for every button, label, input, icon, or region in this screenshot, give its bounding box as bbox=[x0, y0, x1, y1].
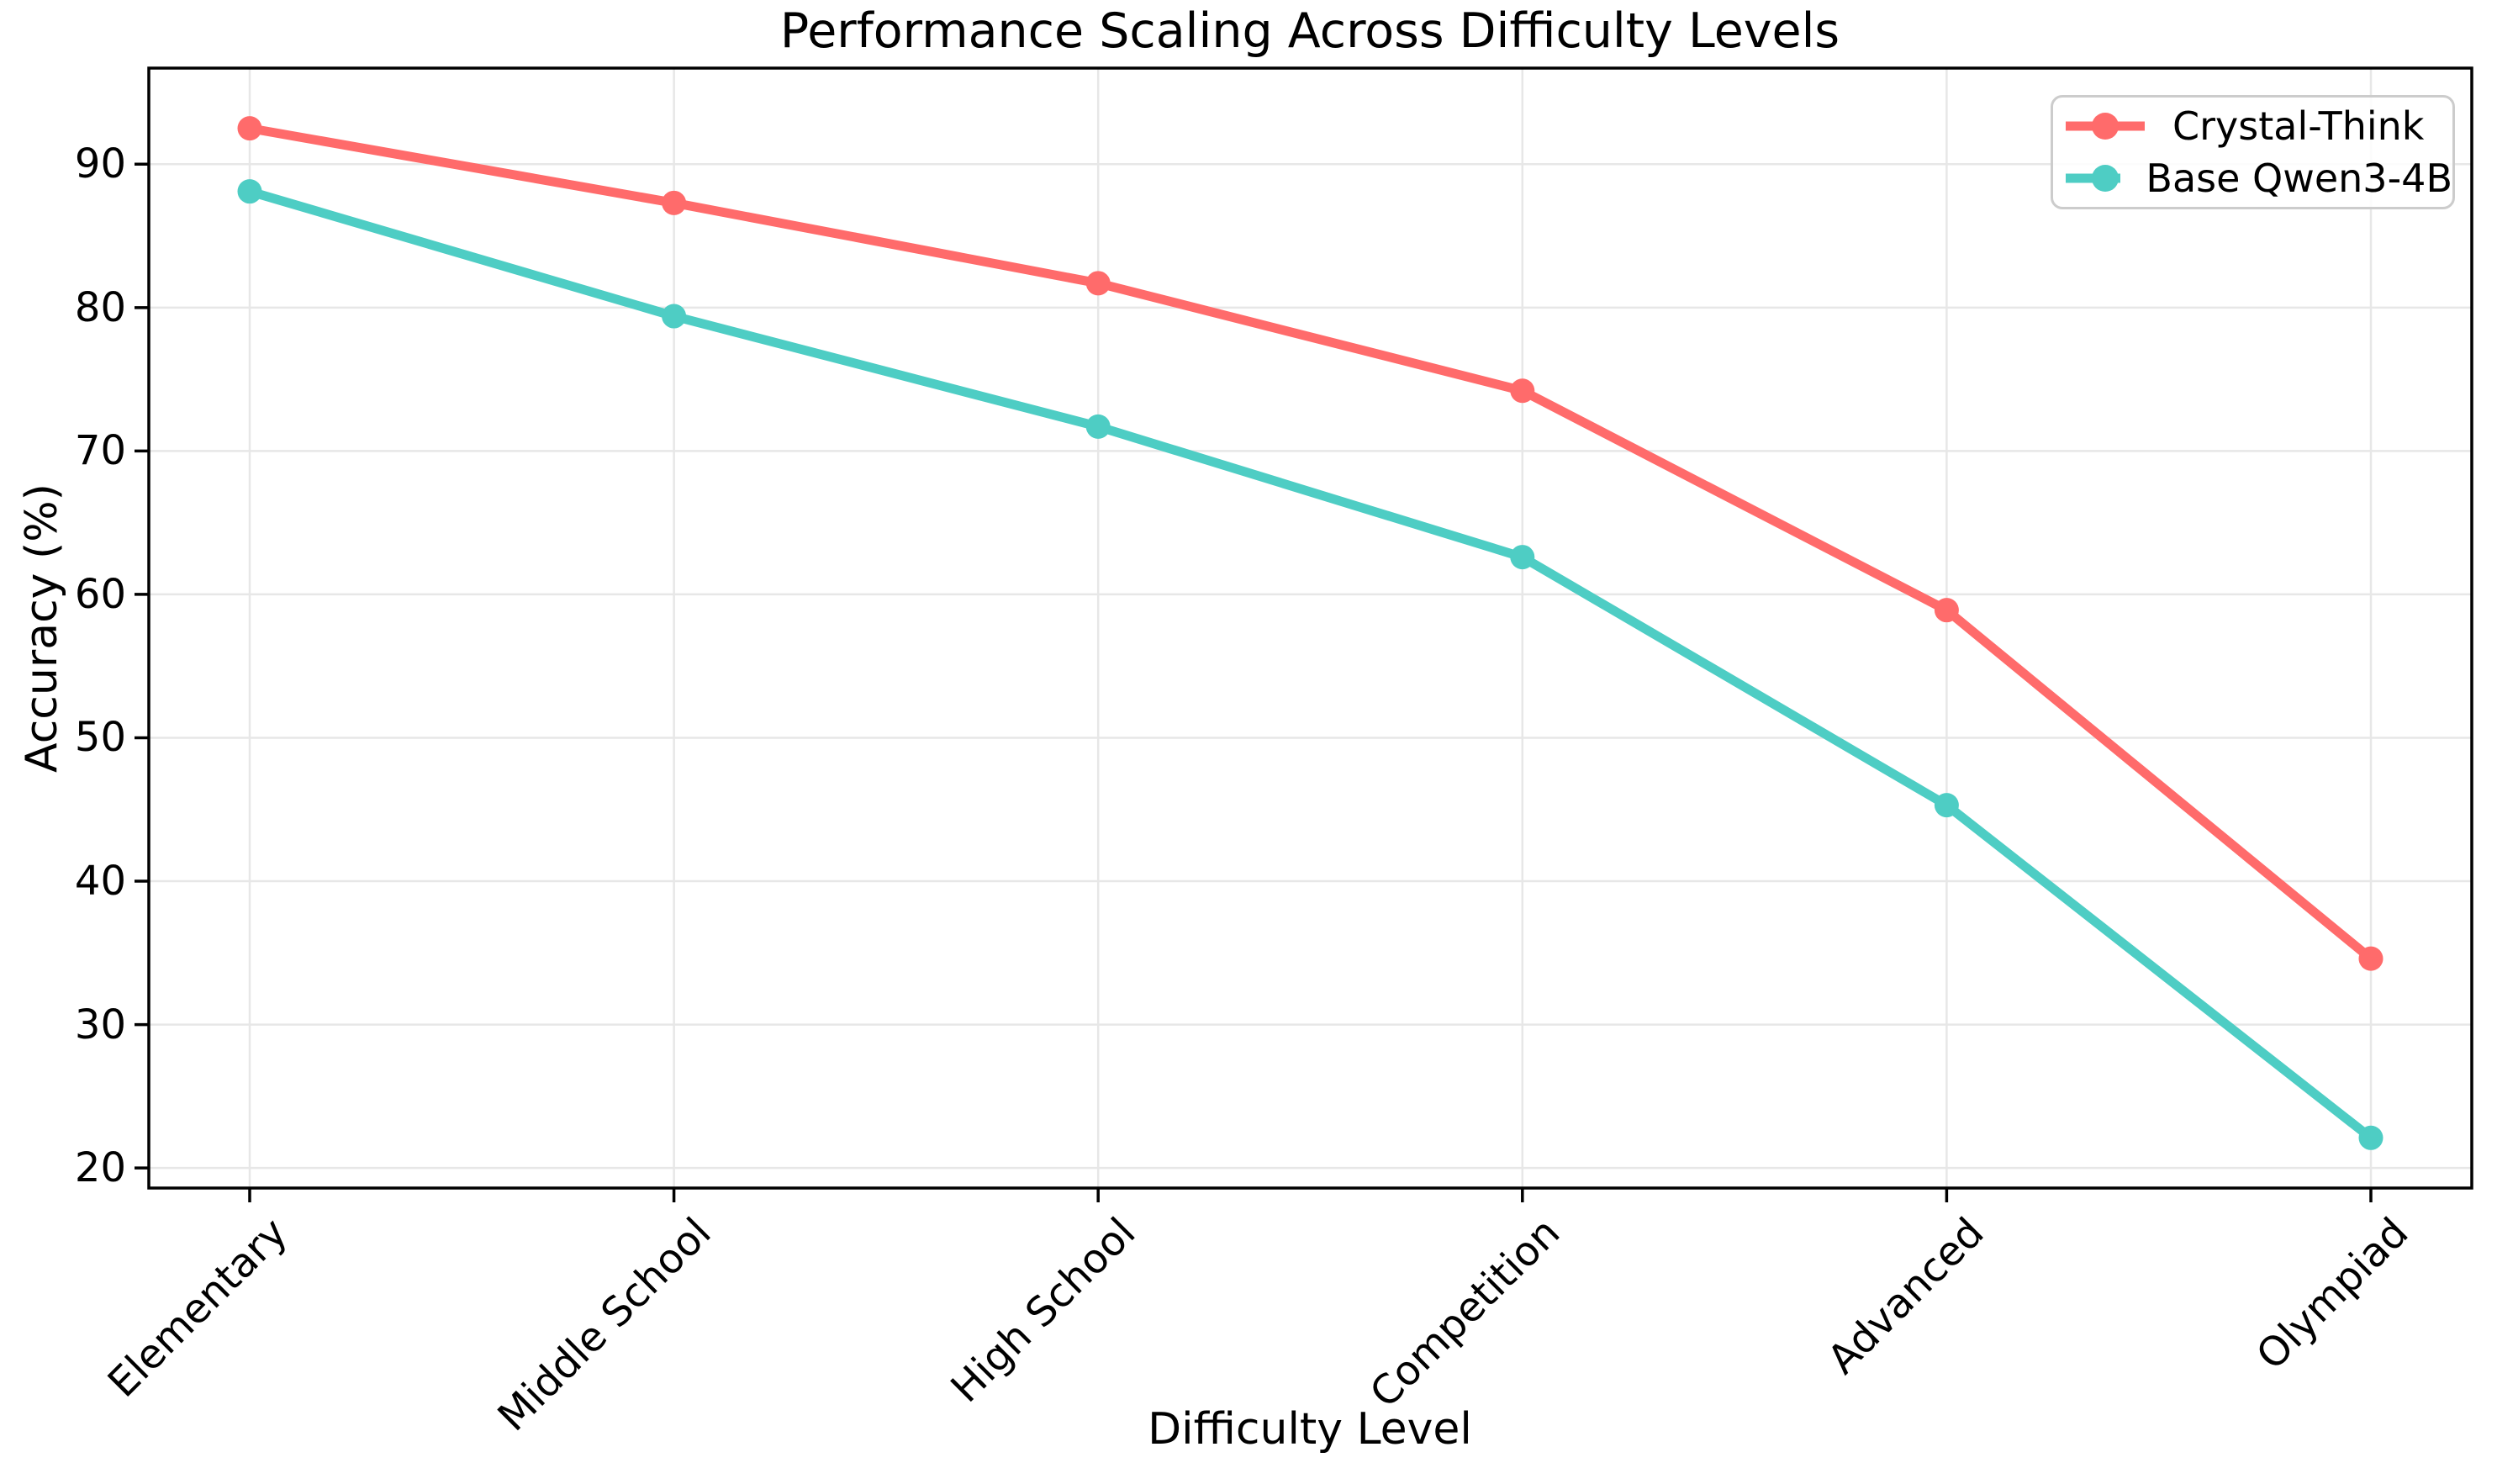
data-point-crystal-think bbox=[1934, 598, 1959, 623]
chart-title: Performance Scaling Across Difficulty Le… bbox=[779, 3, 1840, 59]
y-tick-label: 80 bbox=[74, 283, 126, 331]
y-tick-label: 30 bbox=[74, 1001, 126, 1048]
legend-entry-crystal-think: Crystal-Think bbox=[2063, 100, 2452, 152]
axes-border bbox=[147, 66, 2473, 1190]
y-tick-label: 50 bbox=[74, 714, 126, 762]
series-line-base-qwen3-4b bbox=[245, 187, 2376, 1143]
data-point-crystal-think bbox=[1510, 378, 1535, 404]
data-point-crystal-think bbox=[2358, 946, 2384, 971]
y-tick-label: 90 bbox=[74, 140, 126, 188]
legend-entry-base-qwen3-4b: Base Qwen3-4B bbox=[2063, 152, 2452, 204]
series-line-crystal-think bbox=[245, 124, 2376, 964]
legend-label: Base Qwen3-4B bbox=[2146, 156, 2452, 201]
y-tick-label: 70 bbox=[74, 427, 126, 475]
y-tick-label: 20 bbox=[74, 1144, 126, 1192]
data-point-base-qwen3-4b bbox=[1510, 545, 1535, 570]
data-point-base-qwen3-4b bbox=[237, 179, 262, 204]
legend-label: Crystal-Think bbox=[2172, 103, 2425, 149]
legend-marker-icon bbox=[2066, 113, 2145, 140]
data-point-crystal-think bbox=[237, 116, 262, 141]
x-axis-label: Difficulty Level bbox=[1148, 1404, 1472, 1455]
data-point-crystal-think bbox=[1085, 271, 1111, 296]
data-point-crystal-think bbox=[662, 190, 687, 215]
data-point-base-qwen3-4b bbox=[1934, 793, 1959, 818]
legend: Crystal-Think Base Qwen3-4B bbox=[2051, 95, 2455, 209]
legend-marker-icon bbox=[2066, 165, 2121, 192]
y-tick-label: 60 bbox=[74, 570, 126, 618]
data-point-base-qwen3-4b bbox=[662, 304, 687, 329]
data-point-base-qwen3-4b bbox=[1085, 414, 1111, 439]
data-point-base-qwen3-4b bbox=[2358, 1125, 2384, 1150]
y-tick-label: 40 bbox=[74, 858, 126, 906]
